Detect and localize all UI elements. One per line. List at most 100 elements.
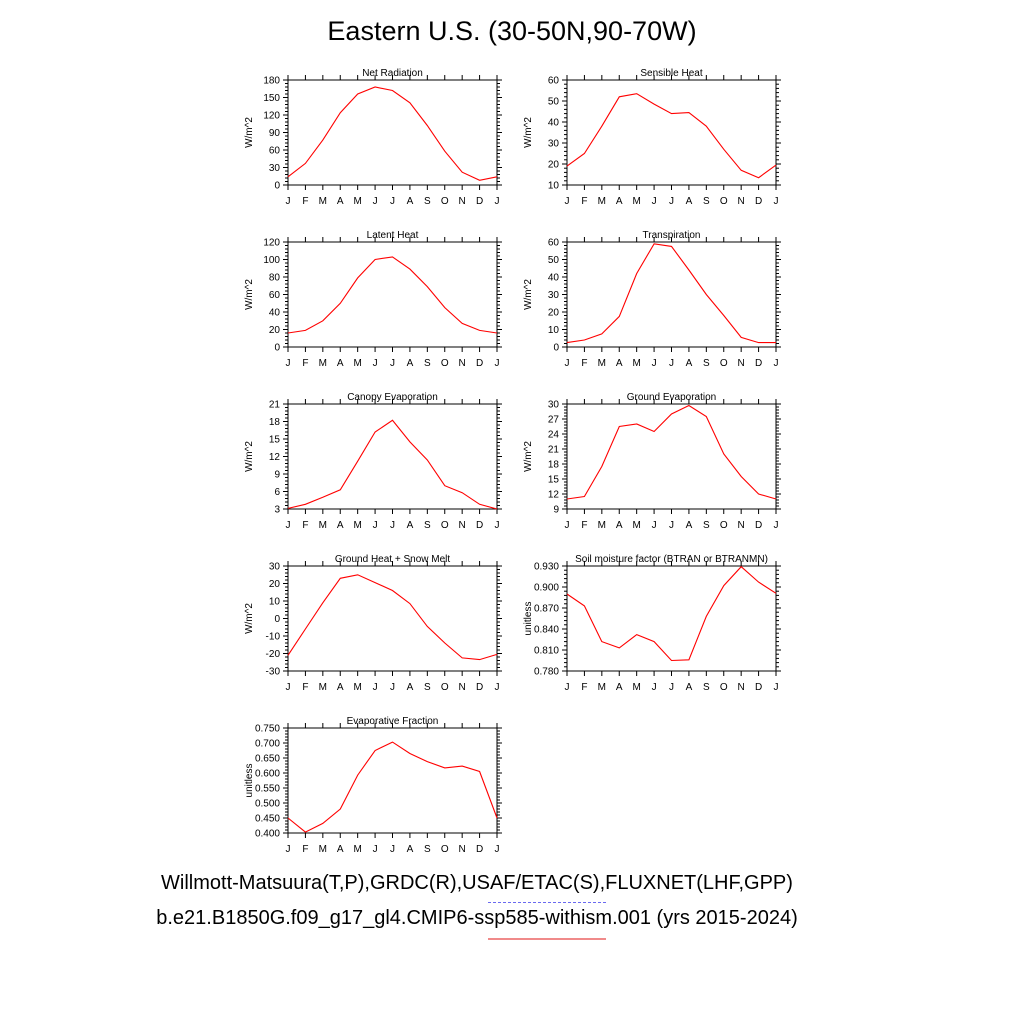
x-tick-label: A xyxy=(686,682,693,693)
y-tick-label: 0.600 xyxy=(255,769,280,780)
x-tick-label: J xyxy=(652,196,657,207)
x-tick-label: J xyxy=(390,358,395,369)
x-tick-label: O xyxy=(441,520,449,531)
x-tick-label: J xyxy=(669,358,674,369)
x-tick-label: O xyxy=(720,358,728,369)
panel-title: Latent Heat xyxy=(367,230,419,241)
x-tick-label: A xyxy=(686,520,693,531)
x-tick-label: J xyxy=(774,196,779,207)
x-tick-label: M xyxy=(598,520,606,531)
x-tick-label: J xyxy=(373,358,378,369)
panel-title: Canopy Evaporation xyxy=(347,392,438,403)
y-tick-label: 60 xyxy=(269,290,281,301)
x-tick-label: J xyxy=(373,682,378,693)
x-tick-label: S xyxy=(424,520,431,531)
y-tick-label: 21 xyxy=(548,445,560,456)
x-tick-label: S xyxy=(424,358,431,369)
y-tick-label: 0.500 xyxy=(255,799,280,810)
plot-frame xyxy=(566,403,777,510)
y-tick-label: 3 xyxy=(274,505,280,516)
x-tick-label: A xyxy=(407,520,414,531)
legend-observations-label: Willmott-Matsuura(T,P),GRDC(R),USAF/ETAC… xyxy=(161,872,793,894)
y-tick-label: 0.700 xyxy=(255,739,280,750)
y-tick-label: 10 xyxy=(548,325,560,336)
x-tick-label: M xyxy=(632,196,640,207)
y-tick-label: 0.450 xyxy=(255,814,280,825)
panel-title: Sensible Heat xyxy=(640,68,702,79)
x-tick-label: D xyxy=(476,520,483,531)
plot-frame xyxy=(566,241,777,348)
y-tick-label: 30 xyxy=(548,290,560,301)
y-axis-label: W/m^2 xyxy=(244,117,255,148)
y-tick-label: 0.650 xyxy=(255,754,280,765)
y-tick-label: 10 xyxy=(269,597,281,608)
x-tick-label: A xyxy=(686,196,693,207)
x-tick-label: J xyxy=(390,520,395,531)
x-tick-label: J xyxy=(373,520,378,531)
y-tick-label: 60 xyxy=(548,76,560,87)
x-tick-label: S xyxy=(424,844,431,855)
y-tick-label: 9 xyxy=(274,470,280,481)
x-tick-label: J xyxy=(774,520,779,531)
y-tick-label: 30 xyxy=(548,139,560,150)
x-tick-label: J xyxy=(286,844,291,855)
y-tick-label: 0.930 xyxy=(534,562,559,573)
y-tick-label: 50 xyxy=(548,255,560,266)
y-tick-label: 100 xyxy=(263,255,280,266)
x-tick-label: A xyxy=(407,358,414,369)
y-tick-label: 0.750 xyxy=(255,724,280,735)
y-axis-label: unitless xyxy=(523,602,534,636)
x-tick-label: N xyxy=(738,682,745,693)
x-tick-label: S xyxy=(424,196,431,207)
y-tick-label: -10 xyxy=(266,632,281,643)
plot-frame xyxy=(566,565,777,672)
series-line xyxy=(287,419,498,510)
plot-frame xyxy=(287,241,498,348)
y-axis-label: W/m^2 xyxy=(244,279,255,310)
x-tick-label: D xyxy=(476,844,483,855)
x-tick-label: J xyxy=(669,682,674,693)
x-tick-label: J xyxy=(774,682,779,693)
y-tick-label: 60 xyxy=(548,238,560,249)
x-tick-label: M xyxy=(632,520,640,531)
x-tick-label: J xyxy=(373,844,378,855)
x-tick-label: M xyxy=(353,520,361,531)
x-tick-label: A xyxy=(337,196,344,207)
y-tick-label: 120 xyxy=(263,111,280,122)
x-tick-label: J xyxy=(565,196,570,207)
y-axis-label: W/m^2 xyxy=(244,603,255,634)
y-tick-label: -30 xyxy=(266,667,281,678)
y-tick-label: 0.780 xyxy=(534,667,559,678)
plot-frame xyxy=(287,79,498,186)
y-tick-label: 12 xyxy=(548,490,560,501)
x-tick-label: J xyxy=(390,682,395,693)
x-tick-label: A xyxy=(616,682,623,693)
x-tick-label: O xyxy=(441,196,449,207)
x-tick-label: J xyxy=(774,358,779,369)
series-line xyxy=(287,256,498,334)
series-line xyxy=(566,93,777,179)
x-tick-label: O xyxy=(441,682,449,693)
x-tick-label: F xyxy=(581,682,587,693)
x-tick-label: J xyxy=(669,520,674,531)
x-tick-label: O xyxy=(720,196,728,207)
x-tick-label: M xyxy=(353,844,361,855)
x-tick-label: M xyxy=(319,682,327,693)
x-tick-label: M xyxy=(319,196,327,207)
y-tick-label: 21 xyxy=(269,400,281,411)
x-tick-label: N xyxy=(459,844,466,855)
y-axis-label: W/m^2 xyxy=(523,279,534,310)
x-tick-label: S xyxy=(703,196,710,207)
x-tick-label: D xyxy=(755,358,762,369)
x-tick-label: N xyxy=(738,196,745,207)
y-tick-label: 6 xyxy=(274,487,280,498)
x-tick-label: J xyxy=(495,196,500,207)
x-tick-label: J xyxy=(495,682,500,693)
y-tick-label: 0.810 xyxy=(534,646,559,657)
x-tick-label: F xyxy=(302,844,308,855)
